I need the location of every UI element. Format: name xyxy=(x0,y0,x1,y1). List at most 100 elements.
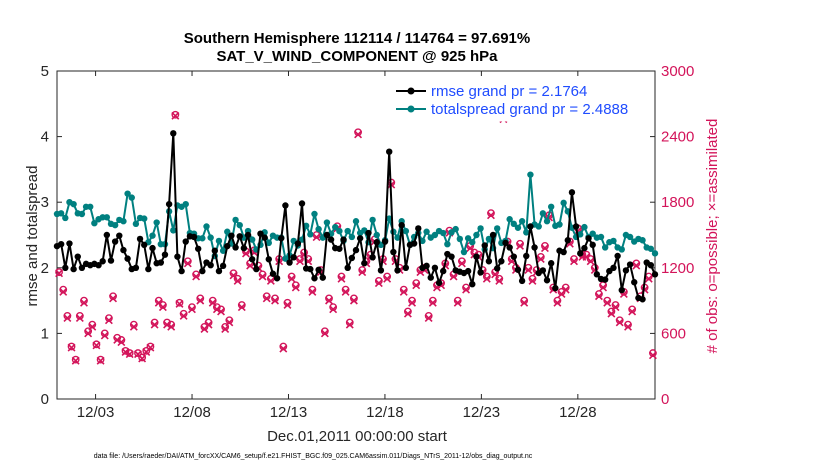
rmse-point xyxy=(410,240,418,247)
rmse-point xyxy=(253,265,260,273)
totalspread-point xyxy=(473,231,480,239)
assimilated-obs-marker xyxy=(462,285,471,294)
rmse-point xyxy=(120,246,127,254)
totalspread-point xyxy=(440,229,447,237)
rmse-point xyxy=(531,244,538,251)
possible-obs-marker xyxy=(146,342,155,351)
rmse-point xyxy=(518,277,526,285)
totalspread-point xyxy=(639,237,646,244)
assimilated-obs-marker xyxy=(279,344,288,353)
rmse-point xyxy=(601,276,609,283)
rmse-point xyxy=(415,225,422,232)
totalspread-point xyxy=(199,235,206,242)
assimilated-obs-marker xyxy=(237,303,246,312)
assimilated-obs-marker xyxy=(383,274,392,283)
assimilated-obs-marker xyxy=(540,244,549,253)
rmse-point xyxy=(377,267,385,274)
assimilated-obs-marker xyxy=(196,296,205,305)
assimilated-obs-marker xyxy=(520,298,529,307)
rmse-point xyxy=(381,238,389,245)
totalspread-point xyxy=(535,223,542,230)
totalspread-point xyxy=(547,203,555,210)
rmse-point xyxy=(464,267,472,275)
assimilated-obs-marker xyxy=(113,335,122,344)
rmse-point xyxy=(161,251,169,258)
rmse-point xyxy=(57,240,65,248)
legend-rmse-label: rmse grand pr = 2.1764 xyxy=(431,83,587,100)
rmse-point xyxy=(485,258,493,265)
totalspread-point xyxy=(597,233,605,241)
totalspread-point xyxy=(170,227,177,234)
rmse-point xyxy=(631,279,638,286)
assimilated-obs-marker xyxy=(320,329,329,338)
assimilated-obs-marker xyxy=(291,283,300,292)
assimilated-obs-marker xyxy=(158,303,167,312)
rmse-point xyxy=(514,266,522,273)
assimilated-obs-marker xyxy=(283,301,292,309)
assimilated-obs-marker xyxy=(212,305,221,314)
y-tick-label-left: 5 xyxy=(41,63,49,80)
rmse-point xyxy=(157,259,165,266)
assimilated-obs-marker xyxy=(536,255,545,264)
rmse-point xyxy=(489,231,497,239)
assimilated-obs-marker xyxy=(262,294,271,303)
assimilated-obs-marker xyxy=(221,325,230,333)
totalspread-point xyxy=(57,210,65,217)
totalspread-point xyxy=(647,245,655,252)
possible-obs-marker xyxy=(67,342,76,351)
assimilated-obs-marker xyxy=(266,276,275,285)
y-tick-label-left: 1 xyxy=(41,325,49,342)
rmse-point xyxy=(572,223,580,230)
totalspread-point xyxy=(128,194,135,201)
rmse-point xyxy=(431,264,439,271)
totalspread-point xyxy=(87,203,94,210)
assimilated-obs-marker xyxy=(482,274,491,283)
totalspread-point xyxy=(601,244,609,251)
rmse-point xyxy=(224,242,231,250)
rmse-point xyxy=(651,271,659,278)
rmse-point xyxy=(547,260,555,267)
rmse-point xyxy=(585,235,592,242)
assimilated-obs-marker xyxy=(67,343,76,352)
rmse-point xyxy=(469,281,476,288)
rmse-point xyxy=(369,254,376,261)
totalspread-point xyxy=(577,231,584,238)
rmse-point xyxy=(502,239,509,247)
totalspread-point xyxy=(651,250,659,257)
assimilated-obs-marker xyxy=(466,244,475,253)
totalspread-point xyxy=(523,229,530,236)
totalspread-point xyxy=(618,246,625,253)
rmse-point xyxy=(356,235,364,242)
x-axis-label: Dec.01,2011 00:00:00 start xyxy=(267,428,448,445)
assimilated-obs-marker xyxy=(183,259,192,268)
assimilated-obs-marker xyxy=(570,257,578,266)
rmse-point xyxy=(219,262,227,270)
assimilated-obs-marker xyxy=(233,276,242,285)
assimilated-obs-marker xyxy=(204,320,213,329)
totalspread-point xyxy=(394,234,401,241)
totalspread-point xyxy=(315,225,322,233)
assimilated-obs-marker xyxy=(225,318,234,327)
y-tick-label-right: 1200 xyxy=(661,260,694,277)
rmse-point xyxy=(111,238,119,245)
assimilated-obs-marker xyxy=(349,296,358,305)
totalspread-point xyxy=(506,216,513,223)
totalspread-point xyxy=(460,248,468,256)
totalspread-point xyxy=(431,231,439,239)
rmse-point xyxy=(327,236,335,243)
rmse-point xyxy=(211,247,219,254)
assimilated-obs-marker xyxy=(399,287,408,296)
rmse-point xyxy=(286,259,293,266)
rmse-point xyxy=(70,265,77,273)
rmse-point xyxy=(207,261,214,269)
assimilated-obs-marker xyxy=(561,285,570,294)
totalspread-point xyxy=(348,233,356,241)
totalspread-point xyxy=(232,216,239,224)
x-tick-label: 12/18 xyxy=(366,404,404,421)
assimilated-obs-marker xyxy=(55,269,64,278)
rmse-point xyxy=(386,148,393,155)
totalspread-point xyxy=(556,221,563,228)
y-tick-label-left: 3 xyxy=(41,194,49,211)
totalspread-point xyxy=(91,219,98,227)
assimilated-obs-marker xyxy=(586,257,595,266)
